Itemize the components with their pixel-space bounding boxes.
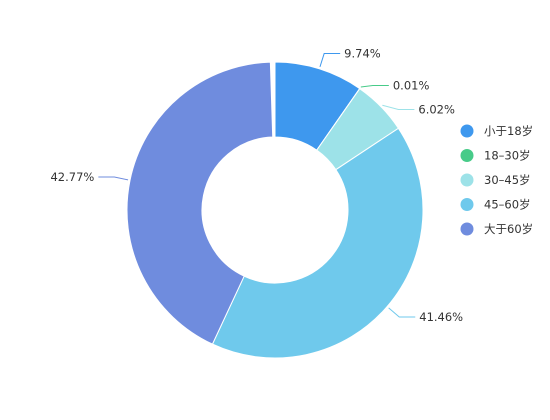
leader-30-45 <box>382 104 415 110</box>
legend-marker-under-18[interactable] <box>460 124 474 138</box>
legend-marker-30-45[interactable] <box>460 173 474 187</box>
data-label-45-60: 41.46% <box>419 310 463 324</box>
data-labels: 9.74% 0.01% 6.02% 41.46% 42.77% <box>50 47 463 324</box>
label-leader-lines <box>98 53 416 318</box>
legend-label-over-60[interactable]: 大于60岁 <box>484 222 533 236</box>
legend-label-18-30[interactable]: 18–30岁 <box>484 149 531 163</box>
slice-45-60[interactable] <box>211 127 424 359</box>
leader-18-30 <box>360 85 389 88</box>
legend-marker-45-60[interactable] <box>460 198 474 211</box>
legend-marker-over-60[interactable] <box>460 222 474 236</box>
legend-label-under-18[interactable]: 小于18岁 <box>484 124 533 138</box>
data-label-over-60: 42.77% <box>50 170 94 184</box>
data-label-under-18: 9.74% <box>344 47 381 61</box>
data-label-30-45: 6.02% <box>418 102 455 116</box>
slice-over-60[interactable] <box>126 61 274 345</box>
donut-slices <box>126 61 424 359</box>
legend-label-45-60[interactable]: 45–60岁 <box>484 198 531 212</box>
leader-45-60 <box>388 307 416 318</box>
data-label-18-30: 0.01% <box>393 79 430 93</box>
leader-under-18 <box>319 53 341 68</box>
legend: 小于18岁 18–30岁 30–45岁 45–60岁 大于60岁 <box>460 124 533 236</box>
legend-marker-18-30[interactable] <box>460 149 474 162</box>
legend-label-30-45[interactable]: 30–45岁 <box>484 173 531 187</box>
leader-over-60 <box>98 176 129 181</box>
